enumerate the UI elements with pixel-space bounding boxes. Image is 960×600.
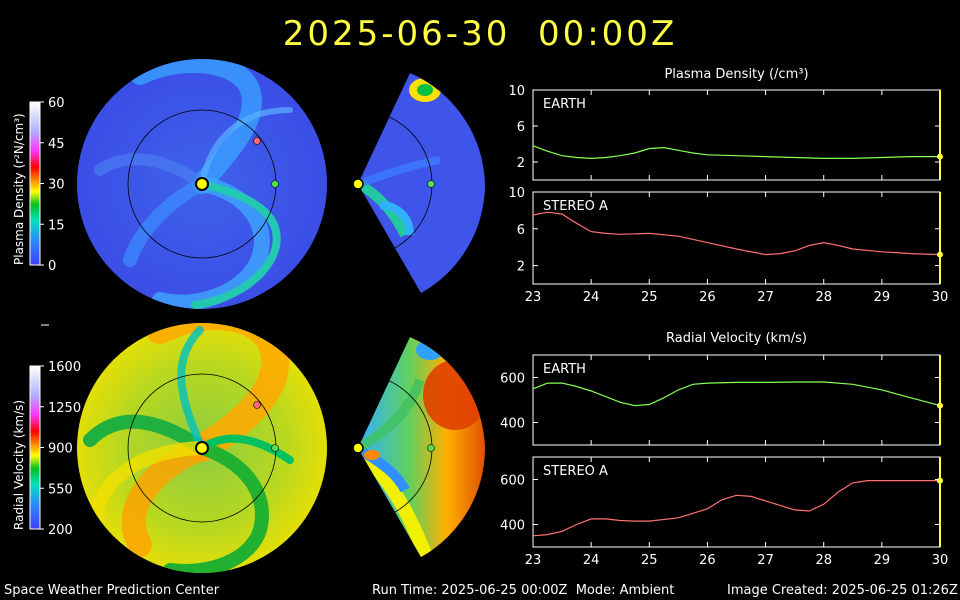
velocity-colorbar-tick-label: 900 bbox=[48, 442, 73, 457]
footer-right: Image Created: 2025-06-25 01:26Z bbox=[727, 583, 958, 598]
x-tick-label: 24 bbox=[583, 553, 600, 568]
density-colorbar-tick-label: 0 bbox=[48, 259, 56, 274]
series-line bbox=[532, 145, 940, 160]
panel-label: EARTH bbox=[543, 362, 586, 377]
velocity-ecliptic-map bbox=[77, 323, 327, 573]
density-colorbar bbox=[29, 101, 41, 266]
series-line bbox=[532, 381, 941, 407]
velocity-colorbar-tick-label: 200 bbox=[48, 523, 73, 538]
stereo-a-marker-velocity bbox=[253, 401, 261, 409]
x-tick-label: 30 bbox=[932, 290, 949, 305]
y-tick-label: 400 bbox=[500, 519, 525, 534]
current-value-dot bbox=[937, 251, 943, 258]
y-tick-label: 600 bbox=[500, 372, 525, 387]
series-line bbox=[532, 211, 941, 256]
x-tick-label: 28 bbox=[815, 290, 832, 305]
x-tick-label: 29 bbox=[874, 290, 891, 305]
earth-marker bbox=[271, 180, 279, 188]
y-tick-label: 2 bbox=[517, 156, 525, 171]
footer-left: Space Weather Prediction Center bbox=[4, 583, 220, 598]
density-colorbar-tick-label: 30 bbox=[48, 178, 65, 193]
x-tick-label: 24 bbox=[583, 290, 600, 305]
chart-panel: STEREO A 400 600 23 24 25 26 27 28 29 30 bbox=[500, 456, 949, 568]
y-tick-label: 10 bbox=[508, 186, 525, 201]
density-meridional-map bbox=[352, 73, 485, 293]
x-tick-label: 29 bbox=[874, 553, 891, 568]
chart-title: Radial Velocity (km/s) bbox=[666, 331, 807, 346]
sun-marker-velocity-meridional bbox=[352, 442, 364, 454]
stereo-a-marker bbox=[253, 137, 261, 145]
density-colorbar-tick-label: 60 bbox=[48, 96, 65, 111]
chart-title: Plasma Density (/cm³) bbox=[664, 67, 808, 82]
panel-label: STEREO A bbox=[543, 464, 608, 479]
sun-marker-meridional bbox=[352, 178, 364, 190]
density-colorbar-tick-label: 15 bbox=[48, 218, 65, 233]
velocity-colorbar-tick-label: 1600 bbox=[48, 360, 81, 375]
x-tick-label: 27 bbox=[757, 553, 774, 568]
velocity-colorbar-tick-label: 550 bbox=[48, 482, 73, 497]
footer-center: Run Time: 2025-06-25 00:00Z Mode: Ambien… bbox=[372, 583, 675, 598]
x-tick-label: 23 bbox=[525, 553, 542, 568]
density-ecliptic-map bbox=[77, 59, 327, 309]
x-tick-label: 25 bbox=[641, 553, 658, 568]
earth-marker-velocity bbox=[271, 444, 279, 452]
current-value-dot bbox=[937, 477, 943, 484]
sun-marker-velocity bbox=[195, 441, 209, 455]
earth-marker-velocity-meridional bbox=[427, 444, 435, 452]
x-tick-label: 27 bbox=[757, 290, 774, 305]
x-tick-label: 26 bbox=[699, 553, 716, 568]
x-tick-label: 28 bbox=[815, 553, 832, 568]
velocity-colorbar-tick-label: 1250 bbox=[48, 401, 81, 416]
series-line bbox=[532, 480, 940, 537]
panel-label: EARTH bbox=[543, 97, 586, 112]
density-colorbar-tick-label: 45 bbox=[48, 137, 65, 152]
velocity-colorbar bbox=[29, 365, 41, 530]
chart-panel: Plasma Density (/cm³) EARTH 2 6 10 bbox=[508, 67, 943, 181]
x-tick-label: 26 bbox=[699, 290, 716, 305]
sun-marker bbox=[195, 177, 209, 191]
page-title: 2025-06-30 00:00Z bbox=[282, 14, 678, 54]
earth-marker-meridional bbox=[427, 180, 435, 188]
x-tick-label: 25 bbox=[641, 290, 658, 305]
y-tick-label: 600 bbox=[500, 474, 525, 489]
chart-panel: Radial Velocity (km/s) EARTH 400 600 bbox=[500, 331, 943, 446]
x-tick-label: 30 bbox=[932, 553, 949, 568]
y-tick-label: 10 bbox=[508, 84, 525, 99]
chart-frame bbox=[532, 354, 941, 446]
y-tick-label: 400 bbox=[500, 417, 525, 432]
current-value-dot bbox=[937, 153, 943, 160]
velocity-colorbar-label: Radial Velocity (km/s) bbox=[12, 399, 26, 530]
y-tick-label: 6 bbox=[517, 223, 525, 238]
density-colorbar-label: Plasma Density (r²N/cm³) bbox=[12, 113, 26, 265]
y-tick-label: 2 bbox=[517, 260, 525, 275]
y-tick-label: 6 bbox=[517, 120, 525, 135]
current-value-dot bbox=[937, 402, 943, 409]
chart-frame bbox=[532, 89, 941, 181]
x-tick-label: 23 bbox=[525, 290, 542, 305]
panel-label: STEREO A bbox=[543, 199, 608, 214]
